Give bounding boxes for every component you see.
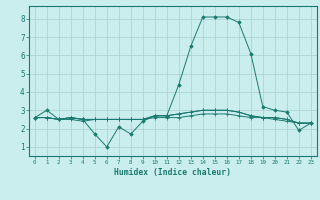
X-axis label: Humidex (Indice chaleur): Humidex (Indice chaleur) <box>114 168 231 177</box>
